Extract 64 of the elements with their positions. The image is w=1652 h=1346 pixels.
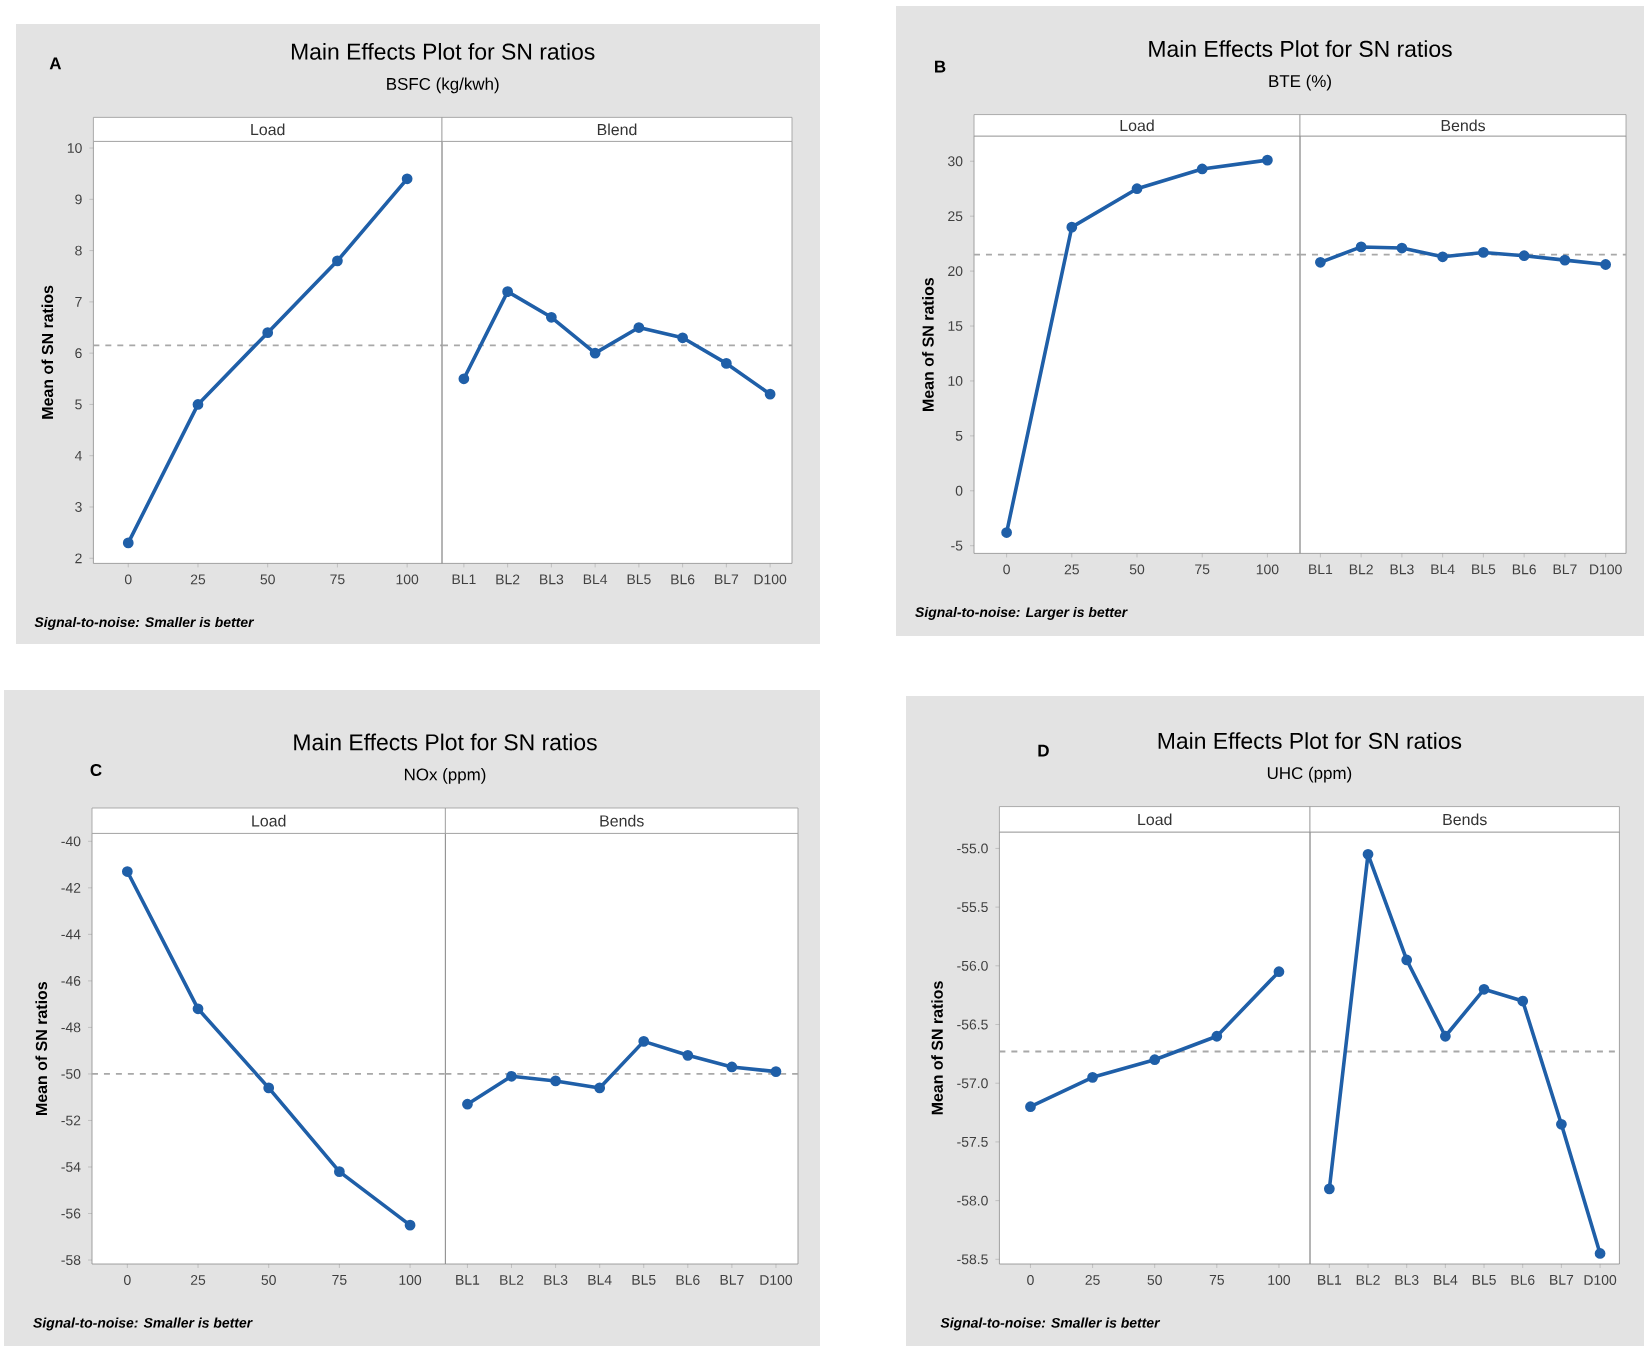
point	[1323, 1183, 1335, 1195]
point	[770, 1066, 782, 1077]
chart-subtitle: BSFC (kg/kwh)	[387, 77, 499, 94]
point	[192, 1003, 204, 1015]
point	[720, 358, 732, 369]
point	[404, 1219, 416, 1231]
point	[332, 255, 343, 267]
point	[550, 1075, 561, 1087]
point	[458, 373, 470, 385]
point	[1594, 1248, 1606, 1259]
point	[1131, 183, 1143, 195]
point	[1355, 241, 1367, 253]
point	[263, 1082, 275, 1094]
point	[1439, 1030, 1451, 1042]
text: C	[90, 764, 102, 776]
point	[334, 1166, 345, 1178]
point	[1478, 983, 1490, 995]
point	[122, 537, 134, 549]
point	[1478, 247, 1489, 258]
point	[594, 1082, 606, 1094]
point	[726, 1061, 738, 1073]
point	[506, 1070, 517, 1082]
point	[638, 1035, 650, 1047]
point	[462, 1098, 473, 1110]
chart-subtitle: NOx (ppm)	[404, 768, 486, 784]
chart-subtitle: BTE (%)	[1269, 74, 1331, 91]
point	[1149, 1054, 1161, 1066]
point	[677, 332, 688, 344]
point	[1437, 251, 1449, 263]
point	[1362, 848, 1374, 860]
point	[1196, 163, 1208, 175]
chart-title: Main Effects Plot for SN ratios	[294, 733, 597, 751]
point	[589, 347, 601, 359]
point	[1025, 1101, 1036, 1113]
point	[401, 173, 413, 185]
point	[1315, 256, 1326, 268]
point	[1262, 154, 1273, 166]
point	[633, 322, 645, 333]
point	[1066, 221, 1078, 233]
point	[1087, 1071, 1098, 1083]
chart-subtitle: UHC (ppm)	[1267, 766, 1352, 783]
chart-title: Main Effects Plot for SN ratios	[291, 42, 595, 60]
text: A	[49, 57, 62, 70]
point	[1600, 259, 1612, 270]
point	[1401, 954, 1413, 966]
chart-title: Main Effects Plot for SN ratios	[1158, 732, 1462, 749]
text: B	[935, 60, 946, 73]
point	[682, 1049, 694, 1061]
point	[1556, 1118, 1567, 1130]
point	[1517, 995, 1529, 1007]
point	[121, 866, 133, 877]
point	[1518, 250, 1530, 262]
text: D	[1038, 744, 1049, 757]
point	[1001, 527, 1012, 538]
point	[1559, 254, 1571, 266]
point	[192, 399, 204, 410]
chart-title: Main Effects Plot for SN ratios	[1149, 40, 1452, 57]
point	[1211, 1030, 1223, 1042]
point	[1396, 242, 1408, 254]
point	[1273, 966, 1285, 978]
point	[502, 286, 514, 298]
point	[764, 388, 776, 400]
point	[262, 327, 274, 339]
point	[545, 311, 557, 323]
